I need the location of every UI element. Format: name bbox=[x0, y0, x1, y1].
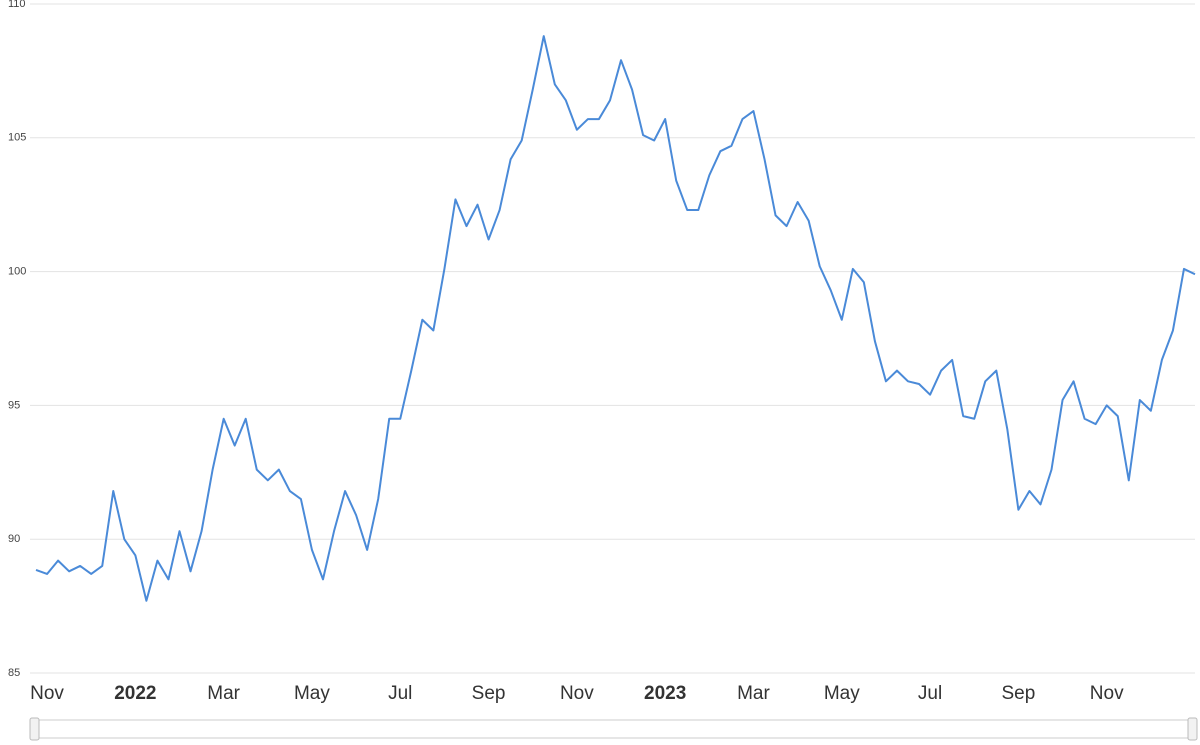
y-tick-label: 105 bbox=[8, 132, 26, 144]
data-line bbox=[35, 35, 1196, 602]
navigator-handle[interactable] bbox=[29, 717, 40, 741]
y-tick-label: 110 bbox=[8, 0, 26, 10]
x-tick-label: May bbox=[824, 683, 860, 704]
x-tick-label: Jul bbox=[918, 683, 942, 704]
y-tick-label: 100 bbox=[8, 266, 26, 278]
x-tick-label: Nov bbox=[30, 683, 64, 704]
grid bbox=[30, 3, 1195, 674]
x-tick-label: Sep bbox=[472, 683, 506, 704]
navigator[interactable] bbox=[29, 717, 1198, 741]
y-tick-label: 85 bbox=[8, 667, 20, 679]
navigator-track bbox=[34, 719, 1196, 739]
x-tick-label: Nov bbox=[560, 683, 594, 704]
x-tick-label: Sep bbox=[1001, 683, 1035, 704]
navigator-handle[interactable] bbox=[1187, 717, 1198, 741]
x-tick-label: 2022 bbox=[114, 683, 156, 704]
x-tick-label: Mar bbox=[737, 683, 770, 704]
x-tick-label: May bbox=[294, 683, 330, 704]
x-tick-label: Nov bbox=[1090, 683, 1124, 704]
y-tick-label: 95 bbox=[8, 399, 20, 411]
x-tick-label: 2023 bbox=[644, 683, 686, 704]
y-tick-label: 90 bbox=[8, 533, 20, 545]
x-tick-label: Mar bbox=[207, 683, 240, 704]
x-tick-label: Jul bbox=[388, 683, 412, 704]
